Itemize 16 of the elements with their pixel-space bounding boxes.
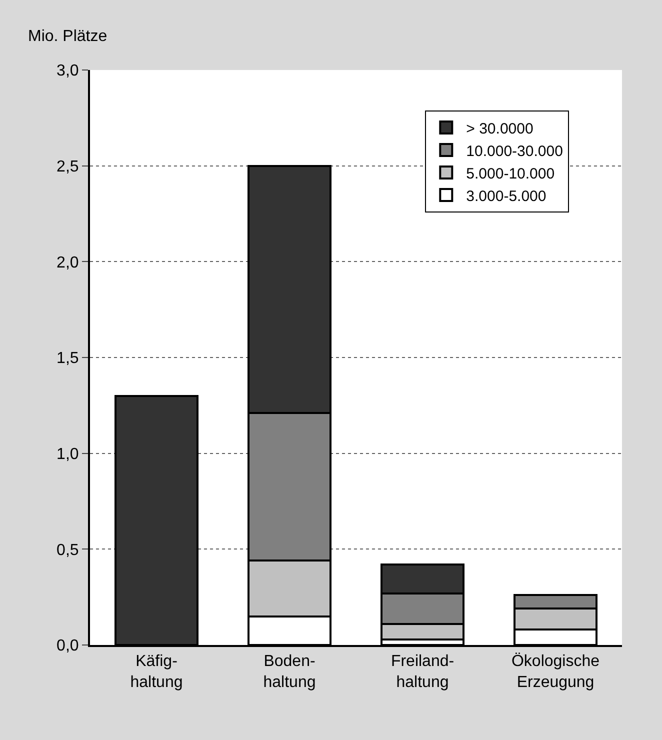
y-tick-label: 1,5 [56,350,79,368]
legend-label: 10.000-30.000 [466,142,563,160]
legend-label: 5.000-10.000 [466,165,555,182]
x-tick-label: Käfig- haltung [130,653,183,691]
y-tick-label: 2,5 [56,158,79,176]
y-tick-label: 0,0 [56,638,79,655]
x-tick-label: Boden- haltung [263,653,316,691]
y-tick-label: 2,0 [56,254,79,272]
y-tick-label: 3,0 [56,62,79,80]
y-axis-title: Mio. Plätze [28,28,108,45]
y-tick-label: 0,5 [56,542,79,559]
legend-label: > 30.0000 [466,120,534,138]
legend-label: 3.000-5.000 [466,188,546,205]
x-tick-label: Ökologische Erzeugung [511,652,600,691]
x-tick-label: Freiland- haltung [390,653,454,691]
y-tick-label: 1,0 [56,446,79,463]
